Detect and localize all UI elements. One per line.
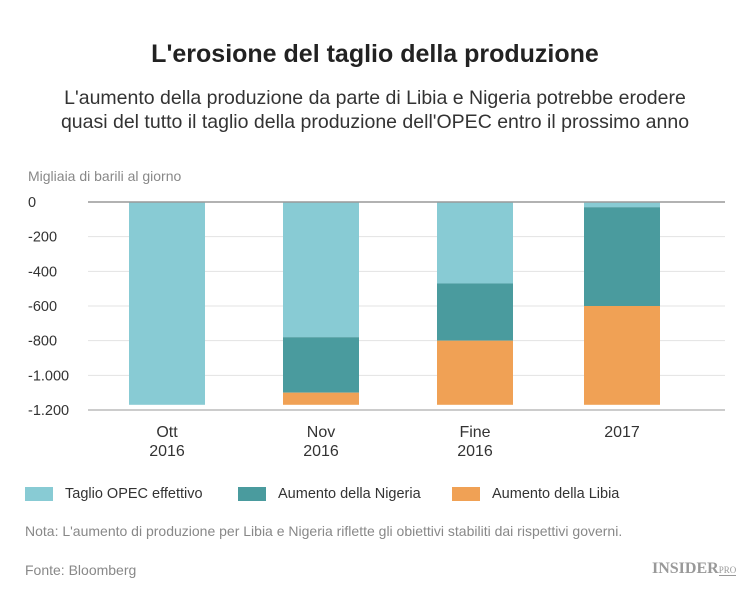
bar-segment	[283, 392, 359, 405]
y-tick-label: -600	[28, 299, 57, 315]
y-tick-label: -1.000	[28, 368, 69, 384]
y-tick-label: -1.200	[28, 403, 69, 419]
legend-item: Aumento della Nigeria	[238, 486, 421, 502]
bar-segment	[283, 337, 359, 393]
bar-segment	[129, 202, 205, 405]
x-tick-label: 2016	[149, 443, 185, 460]
legend-swatch	[25, 487, 53, 501]
legend-swatch	[452, 487, 480, 501]
legend-label: Aumento della Nigeria	[278, 486, 421, 502]
subtitle-line-2: quasi del tutto il taglio della produzio…	[60, 111, 690, 133]
bar-segment	[437, 340, 513, 405]
y-axis-label: Migliaia di barili al giorno	[28, 168, 182, 184]
y-tick-label: -200	[28, 230, 57, 246]
x-tick-label: Nov	[307, 424, 335, 441]
bar-segment	[283, 202, 359, 338]
legend-item: Aumento della Libia	[452, 486, 619, 502]
bar-segment	[437, 202, 513, 284]
bar-segment	[437, 283, 513, 341]
legend-swatch	[238, 487, 266, 501]
legend-label: Taglio OPEC effettivo	[65, 486, 203, 502]
x-tick-label: Fine	[459, 424, 490, 441]
bar-segment	[584, 306, 660, 405]
x-tick-label: 2017	[604, 424, 640, 441]
legend-label: Aumento della Libia	[492, 486, 620, 502]
x-tick-label: Ott	[156, 424, 178, 441]
source: Fonte: Bloomberg	[25, 562, 137, 578]
legend-item: Taglio OPEC effettivo	[25, 486, 203, 502]
chart-subtitle: L'aumento della produzione da parte di L…	[0, 86, 750, 134]
y-tick-label: -800	[28, 334, 57, 350]
chart-title: L'erosione del taglio della produzione	[151, 40, 599, 68]
subtitle-line-1: L'aumento della produzione da parte di L…	[64, 87, 686, 109]
y-tick-label: 0	[28, 195, 36, 211]
bar-segment	[584, 202, 660, 208]
insider-pro-logo: INSIDERPRO	[652, 560, 737, 577]
y-tick-label: -400	[28, 264, 57, 280]
note: Nota: L'aumento di produzione per Libia …	[25, 523, 623, 539]
chart: 0 -200 -400 -600 -800 -1.000 -1.200 Ott 2016 Nov 2…	[28, 195, 725, 460]
x-tick-label: 2016	[303, 443, 339, 460]
bar-segment	[584, 207, 660, 306]
x-tick-label: 2016	[457, 443, 493, 460]
